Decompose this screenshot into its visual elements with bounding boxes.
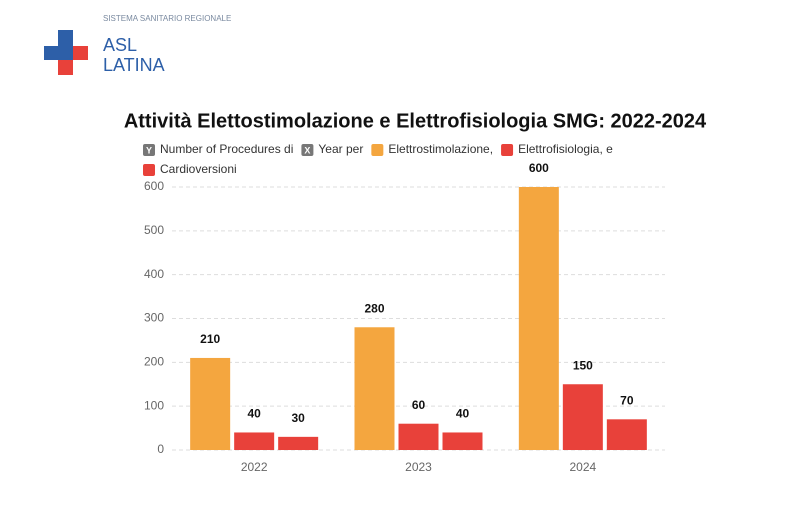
bar [562, 384, 603, 450]
bar [518, 187, 559, 450]
legend-swatch [501, 144, 514, 156]
value-label: 40 [247, 407, 261, 421]
legend-label: Cardioversioni [160, 162, 237, 176]
value-label: 280 [364, 301, 384, 315]
bar [398, 423, 439, 450]
legend-label: Number of Procedures di [160, 142, 293, 156]
org-label: SISTEMA SANITARIO REGIONALE [103, 14, 231, 23]
value-label: 30 [291, 411, 305, 425]
y-tick-label: 400 [144, 267, 164, 281]
y-tick-label: 300 [144, 311, 164, 325]
legend-swatch [371, 144, 384, 156]
y-tick-label: 100 [144, 398, 164, 412]
value-label: 150 [573, 358, 593, 372]
legend-label: Year per [318, 142, 363, 156]
logo-text: LATINA [103, 55, 165, 75]
value-label: 70 [620, 393, 634, 407]
y-tick-label: 200 [144, 355, 164, 369]
legend-icon: X [304, 145, 310, 155]
legend-label: Elettrostimolazione, [388, 142, 493, 156]
x-tick-label: 2022 [241, 460, 268, 474]
value-label: 60 [412, 398, 426, 412]
value-label: 600 [529, 161, 549, 175]
bar [234, 432, 275, 450]
x-tick-label: 2023 [405, 460, 432, 474]
y-tick-label: 500 [144, 223, 164, 237]
value-label: 210 [200, 332, 220, 346]
y-tick-label: 0 [157, 442, 164, 456]
legend-label: Elettrofisiologia, e [518, 142, 613, 156]
bar [190, 357, 231, 450]
logo [44, 30, 88, 75]
legend-icon: Y [146, 145, 152, 155]
y-tick-label: 600 [144, 179, 164, 193]
logo-cross [73, 46, 88, 60]
bar [442, 432, 483, 450]
legend-swatch [143, 144, 155, 156]
legend-swatch [143, 164, 155, 176]
bar [606, 419, 647, 450]
bar [278, 436, 319, 450]
bar [354, 327, 395, 450]
value-label: 40 [456, 407, 470, 421]
x-tick-label: 2024 [569, 460, 596, 474]
legend-swatch [301, 144, 314, 156]
logo-cross [58, 30, 73, 48]
logo-cross [58, 60, 73, 75]
chart-title: Attività Elettostimolazione e Elettrofis… [124, 110, 707, 132]
logo-text: ASL [103, 35, 137, 55]
